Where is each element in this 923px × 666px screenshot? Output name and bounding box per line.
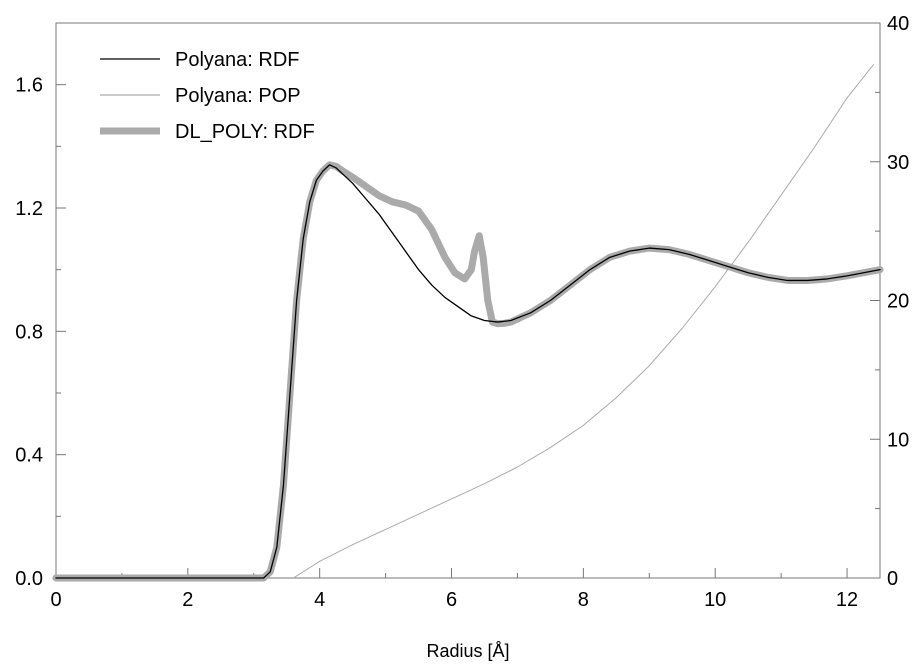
x-tick-label: 0	[50, 589, 61, 611]
x-tick-label: 6	[446, 589, 457, 611]
x-tick-label: 12	[836, 589, 858, 611]
x-tick-label: 8	[578, 589, 589, 611]
y2-tick-label: 10	[887, 429, 909, 451]
y2-tick-label: 30	[887, 152, 909, 174]
series-layer	[52, 64, 884, 582]
y-axis-left: 0.0 0.4 0.8 1.2 1.6	[15, 22, 66, 590]
y-axis-right: 0 10 20 30 40	[870, 13, 909, 590]
x-tick-label: 4	[314, 589, 325, 611]
legend: Polyana: RDF Polyana: POP DL_POLY: RDF	[100, 49, 315, 143]
legend-label: Polyana: RDF	[175, 49, 300, 71]
x-axis: 0 2 4 6 8 10 12	[50, 568, 858, 611]
y2-tick-label: 0	[887, 568, 898, 590]
x-axis-title: Radius [Å]	[426, 641, 509, 661]
x-tick-label: 10	[704, 589, 726, 611]
series-line-dl-poly-rdf	[52, 161, 884, 582]
y-tick-label: 1.2	[15, 198, 43, 220]
legend-label: DL_POLY: RDF	[175, 121, 315, 143]
y-tick-label: 0.8	[15, 321, 43, 343]
y-tick-label: 0.4	[15, 445, 43, 467]
y-tick-label: 0.0	[15, 568, 43, 590]
y2-tick-label: 20	[887, 291, 909, 313]
y2-tick-label: 40	[887, 13, 909, 35]
legend-label: Polyana: POP	[175, 85, 301, 107]
x-tick-label: 2	[182, 589, 193, 611]
series-line-polyana-rdf	[55, 164, 881, 579]
series-line-polyana-pop	[292, 64, 874, 579]
y-tick-label: 1.6	[15, 75, 43, 97]
